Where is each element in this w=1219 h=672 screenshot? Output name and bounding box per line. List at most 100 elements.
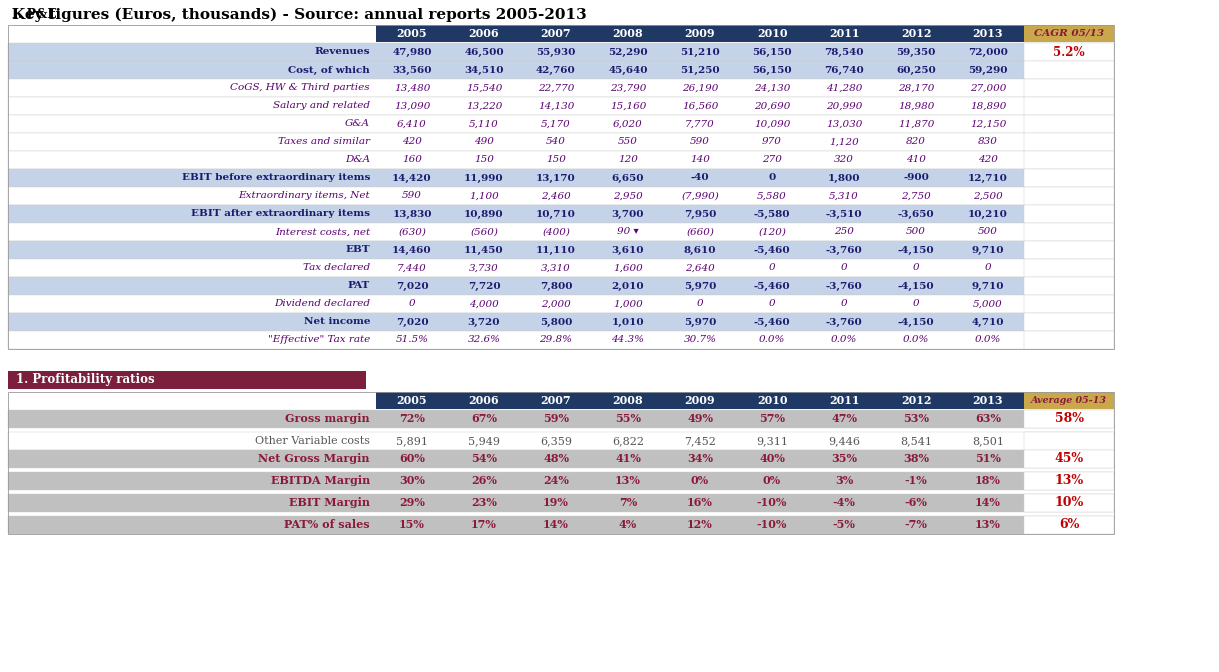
Bar xyxy=(521,25,592,42)
Text: 13,220: 13,220 xyxy=(466,101,502,110)
Text: 150: 150 xyxy=(546,155,566,165)
Text: EBIT after extraordinary items: EBIT after extraordinary items xyxy=(191,210,371,218)
Text: 0.0%: 0.0% xyxy=(975,335,1001,345)
Text: 10,890: 10,890 xyxy=(464,210,503,218)
Text: 13%: 13% xyxy=(975,519,1001,530)
Text: Interest costs, net: Interest costs, net xyxy=(274,228,371,237)
Text: 63%: 63% xyxy=(975,413,1001,425)
Bar xyxy=(592,25,664,42)
Text: 47,980: 47,980 xyxy=(393,48,432,56)
Text: 41%: 41% xyxy=(616,454,641,464)
Text: 2005: 2005 xyxy=(396,395,428,406)
Bar xyxy=(1024,331,1114,349)
Bar xyxy=(1024,223,1114,241)
Text: 11,870: 11,870 xyxy=(898,120,934,128)
Text: 52,290: 52,290 xyxy=(608,48,647,56)
Text: 32.6%: 32.6% xyxy=(468,335,501,345)
Text: 0: 0 xyxy=(841,300,847,308)
Text: 540: 540 xyxy=(546,138,566,146)
Bar xyxy=(9,43,1114,61)
Text: 250: 250 xyxy=(834,228,855,237)
Text: -1%: -1% xyxy=(904,476,928,487)
Text: 1. Profitability ratios: 1. Profitability ratios xyxy=(16,374,155,386)
Text: -5%: -5% xyxy=(833,519,856,530)
Text: 56,150: 56,150 xyxy=(752,48,792,56)
Text: 2009: 2009 xyxy=(685,395,716,406)
Text: 0: 0 xyxy=(769,263,775,273)
Text: 72,000: 72,000 xyxy=(968,48,1008,56)
Bar xyxy=(9,516,1114,534)
Text: 5,800: 5,800 xyxy=(540,317,572,327)
Bar xyxy=(9,79,1114,97)
Text: 18,890: 18,890 xyxy=(970,101,1006,110)
Text: Average 05-13: Average 05-13 xyxy=(1031,396,1107,405)
Text: 7%: 7% xyxy=(619,497,638,509)
Text: 5,310: 5,310 xyxy=(829,192,859,200)
Text: 6,822: 6,822 xyxy=(612,436,644,446)
Bar xyxy=(9,169,1114,187)
Text: 14,420: 14,420 xyxy=(393,173,432,183)
Bar xyxy=(9,115,1114,133)
Text: 47%: 47% xyxy=(831,413,857,425)
Bar xyxy=(664,392,736,409)
Text: 0: 0 xyxy=(985,263,991,273)
Text: 40%: 40% xyxy=(759,454,785,464)
Text: 0.0%: 0.0% xyxy=(903,335,929,345)
Text: 67%: 67% xyxy=(471,413,497,425)
Text: 550: 550 xyxy=(618,138,638,146)
Bar xyxy=(1024,97,1114,115)
Text: 7,800: 7,800 xyxy=(540,282,572,290)
Text: -5,460: -5,460 xyxy=(753,245,790,255)
Text: 60%: 60% xyxy=(399,454,425,464)
Text: 2,460: 2,460 xyxy=(541,192,570,200)
Text: 2011: 2011 xyxy=(829,395,859,406)
Text: 5,110: 5,110 xyxy=(469,120,499,128)
Text: -3,760: -3,760 xyxy=(825,317,862,327)
Text: 5,949: 5,949 xyxy=(468,436,500,446)
Text: (7,990): (7,990) xyxy=(681,192,719,200)
Text: 420: 420 xyxy=(978,155,998,165)
Text: 3,700: 3,700 xyxy=(612,210,645,218)
Bar xyxy=(1024,133,1114,151)
Text: 970: 970 xyxy=(762,138,781,146)
Text: 2008: 2008 xyxy=(613,28,644,39)
Text: 51.5%: 51.5% xyxy=(395,335,429,345)
Text: 1,600: 1,600 xyxy=(613,263,642,273)
Bar xyxy=(1024,450,1114,468)
Text: 44.3%: 44.3% xyxy=(612,335,645,345)
Text: 2013: 2013 xyxy=(973,28,1003,39)
Text: 22,770: 22,770 xyxy=(538,83,574,93)
Text: 20,690: 20,690 xyxy=(753,101,790,110)
Text: D&A: D&A xyxy=(345,155,371,165)
Text: 500: 500 xyxy=(906,228,926,237)
Text: 0.0%: 0.0% xyxy=(831,335,857,345)
Text: 590: 590 xyxy=(402,192,422,200)
Text: 46,500: 46,500 xyxy=(464,48,503,56)
Text: 410: 410 xyxy=(906,155,926,165)
Bar xyxy=(9,97,1114,115)
Text: 2,950: 2,950 xyxy=(613,192,642,200)
Text: G&A: G&A xyxy=(345,120,371,128)
Bar xyxy=(521,392,592,409)
Text: 7,452: 7,452 xyxy=(684,436,716,446)
Text: 3,610: 3,610 xyxy=(612,245,645,255)
Text: 2,640: 2,640 xyxy=(685,263,714,273)
Text: -3,510: -3,510 xyxy=(825,210,862,218)
Text: 10,710: 10,710 xyxy=(536,210,575,218)
Text: 820: 820 xyxy=(906,138,926,146)
Text: Tax declared: Tax declared xyxy=(302,263,371,273)
Text: CoGS, HW & Third parties: CoGS, HW & Third parties xyxy=(230,83,371,93)
Text: 160: 160 xyxy=(402,155,422,165)
Text: 2010: 2010 xyxy=(757,28,787,39)
Bar xyxy=(1024,241,1114,259)
Text: 270: 270 xyxy=(762,155,781,165)
Text: EBITDA Margin: EBITDA Margin xyxy=(271,476,371,487)
Text: 26,190: 26,190 xyxy=(681,83,718,93)
Bar xyxy=(1024,494,1114,512)
Text: 3,310: 3,310 xyxy=(541,263,570,273)
Text: 24,130: 24,130 xyxy=(753,83,790,93)
Text: 0: 0 xyxy=(913,263,919,273)
Text: 3,730: 3,730 xyxy=(469,263,499,273)
Text: 11,110: 11,110 xyxy=(536,245,575,255)
Text: 9,446: 9,446 xyxy=(828,436,859,446)
